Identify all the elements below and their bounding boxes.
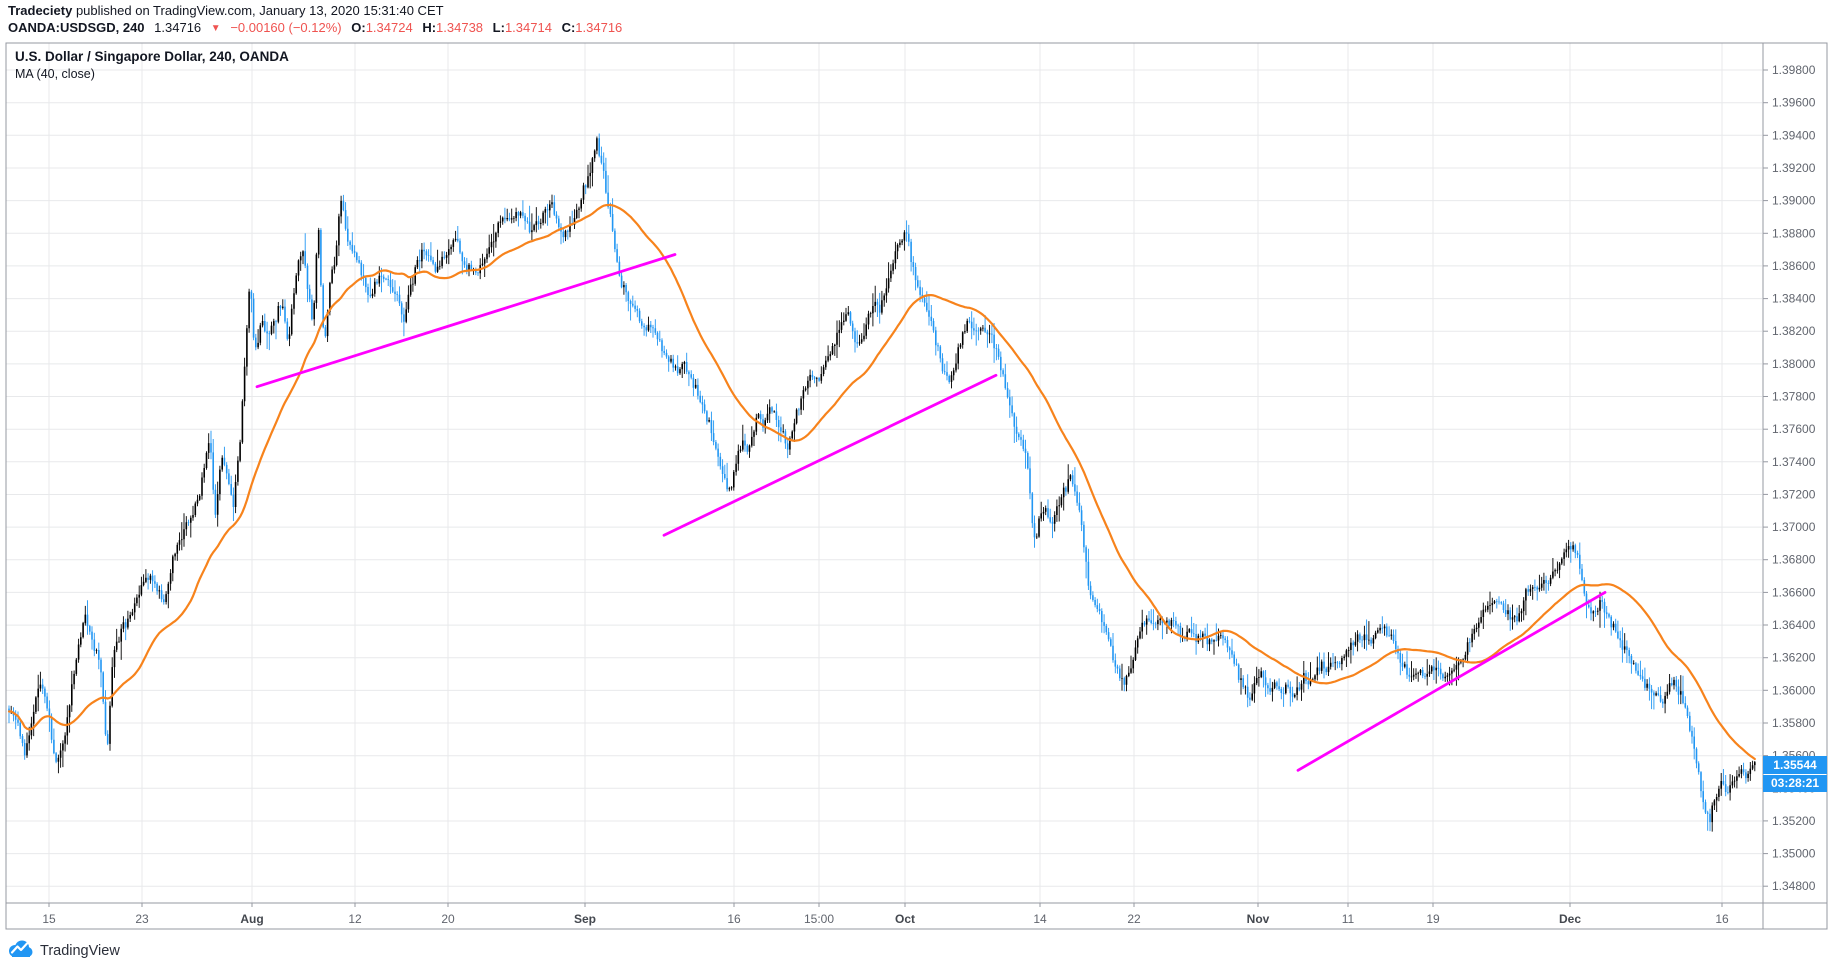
- price-axis[interactable]: [1763, 43, 1828, 929]
- svg-text:23: 23: [135, 912, 149, 926]
- open-label: O:: [351, 20, 366, 35]
- svg-text:15:00: 15:00: [804, 912, 834, 926]
- svg-text:1.37400: 1.37400: [1772, 455, 1816, 469]
- svg-text:1.37600: 1.37600: [1772, 422, 1816, 436]
- svg-text:1.37000: 1.37000: [1772, 520, 1816, 534]
- svg-text:1.39000: 1.39000: [1772, 194, 1816, 208]
- symbol-status-line: OANDA:USDSGD, 240 1.34716 ▼ −0.00160 (−0…: [8, 20, 622, 35]
- high-label: H:: [422, 20, 437, 35]
- svg-text:1.36600: 1.36600: [1772, 585, 1816, 599]
- svg-text:Nov: Nov: [1247, 912, 1270, 926]
- svg-text:15: 15: [42, 912, 56, 926]
- svg-text:Dec: Dec: [1559, 912, 1581, 926]
- svg-text:1.36000: 1.36000: [1772, 683, 1816, 697]
- tradingview-logo-icon: [8, 939, 33, 964]
- svg-text:1.37200: 1.37200: [1772, 487, 1816, 501]
- svg-text:1.36200: 1.36200: [1772, 651, 1816, 665]
- svg-text:Aug: Aug: [240, 912, 263, 926]
- svg-text:19: 19: [1426, 912, 1440, 926]
- svg-text:Sep: Sep: [574, 912, 596, 926]
- svg-text:1.35200: 1.35200: [1772, 814, 1816, 828]
- svg-text:1.38400: 1.38400: [1772, 292, 1816, 306]
- svg-text:1.39600: 1.39600: [1772, 96, 1816, 110]
- svg-text:1.35800: 1.35800: [1772, 716, 1816, 730]
- bar-countdown-badge: 03:28:21: [1763, 775, 1827, 792]
- low-label: L:: [492, 20, 505, 35]
- svg-text:16: 16: [1715, 912, 1729, 926]
- svg-text:1.34800: 1.34800: [1772, 879, 1816, 893]
- svg-text:Oct: Oct: [895, 912, 915, 926]
- last-price-badge: 1.35544: [1763, 756, 1827, 774]
- close-label: C:: [561, 20, 576, 35]
- legend-symbol-title[interactable]: U.S. Dollar / Singapore Dollar, 240, OAN…: [15, 49, 289, 64]
- chart-legend: U.S. Dollar / Singapore Dollar, 240, OAN…: [15, 48, 289, 83]
- svg-text:20: 20: [441, 912, 455, 926]
- tradingview-brand-text: TradingView: [40, 943, 120, 959]
- svg-text:1.37800: 1.37800: [1772, 390, 1816, 404]
- svg-text:1.35000: 1.35000: [1772, 847, 1816, 861]
- price-change: −0.00160 (−0.12%): [230, 20, 342, 35]
- down-triangle-icon: ▼: [210, 23, 221, 34]
- svg-text:22: 22: [1127, 912, 1141, 926]
- svg-text:1.38000: 1.38000: [1772, 357, 1816, 371]
- svg-text:1.38800: 1.38800: [1772, 226, 1816, 240]
- svg-text:14: 14: [1033, 912, 1047, 926]
- svg-text:1.38200: 1.38200: [1772, 324, 1816, 338]
- byline-text: published on TradingView.com, January 13…: [72, 3, 444, 18]
- symbol-label: OANDA:USDSGD, 240: [8, 20, 145, 35]
- last-price: 1.34716: [154, 20, 202, 35]
- publish-byline: Tradeciety published on TradingView.com,…: [8, 3, 444, 18]
- svg-text:1.39200: 1.39200: [1772, 161, 1816, 175]
- close-value: 1.34716: [575, 20, 623, 35]
- svg-text:11: 11: [1342, 912, 1355, 926]
- legend-ma-indicator[interactable]: MA (40, close): [15, 67, 95, 81]
- svg-text:1.39800: 1.39800: [1772, 63, 1816, 77]
- low-value: 1.34714: [504, 20, 552, 35]
- svg-text:1.38600: 1.38600: [1772, 259, 1816, 273]
- time-axis[interactable]: [6, 904, 1762, 929]
- svg-text:1.39400: 1.39400: [1772, 128, 1816, 142]
- svg-text:1.36800: 1.36800: [1772, 553, 1816, 567]
- high-value: 1.34738: [436, 20, 484, 35]
- open-value: 1.34724: [365, 20, 413, 35]
- svg-text:12: 12: [348, 912, 362, 926]
- svg-text:16: 16: [727, 912, 741, 926]
- svg-text:1.36400: 1.36400: [1772, 618, 1816, 632]
- author-name: Tradeciety: [8, 3, 73, 18]
- tradingview-footer: TradingView: [8, 937, 120, 965]
